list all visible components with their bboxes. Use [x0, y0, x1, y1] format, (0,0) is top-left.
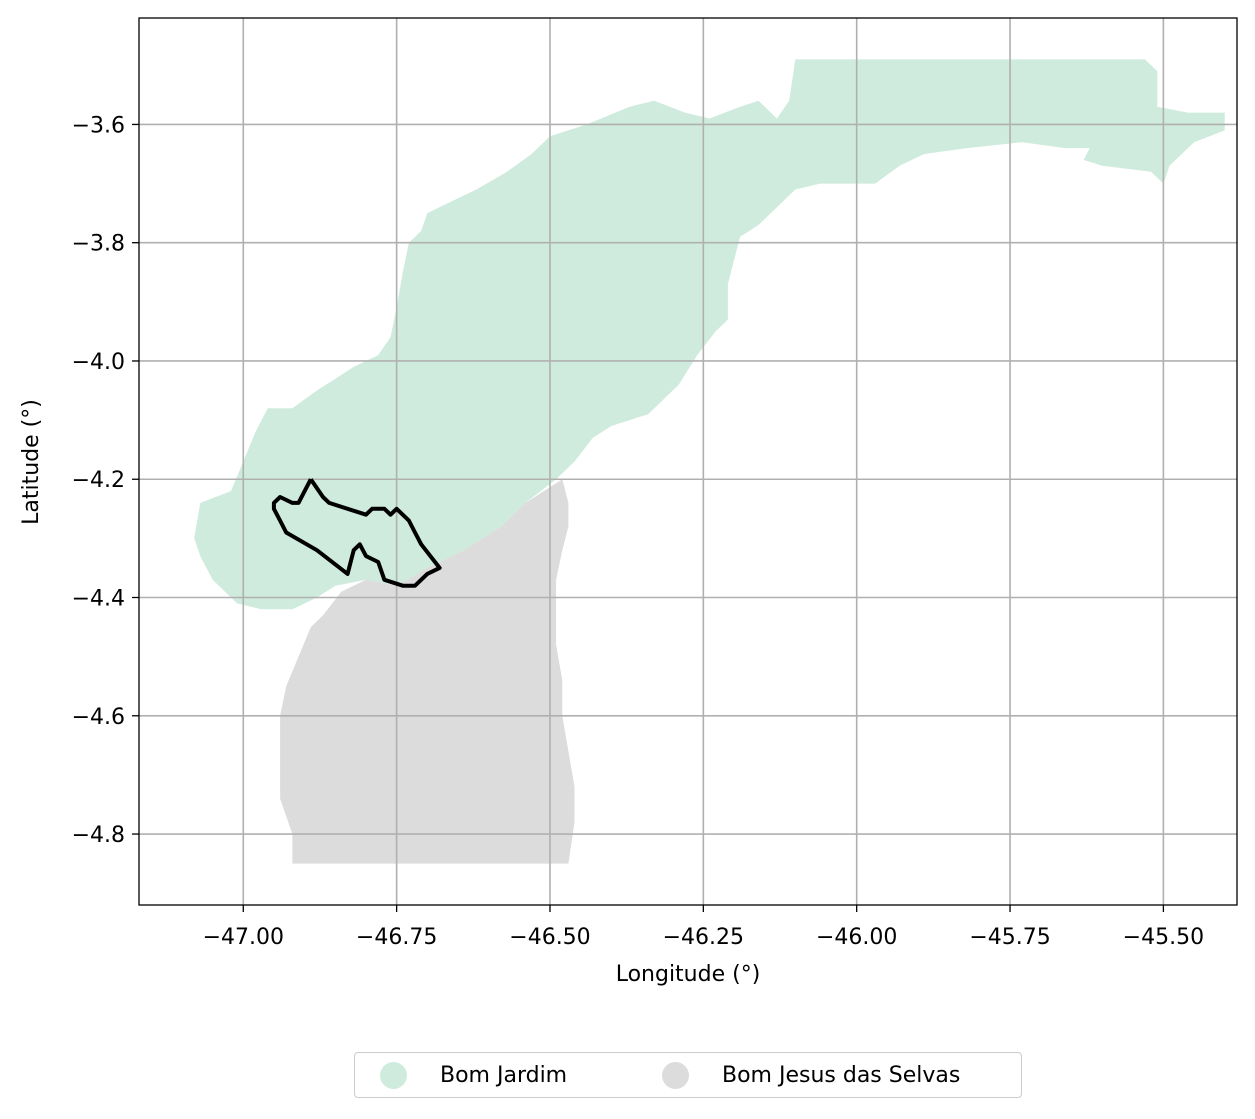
legend: Bom Jardim Bom Jesus das Selvas: [354, 1052, 1022, 1098]
y-tick-label: −4.2: [72, 468, 125, 493]
x-tick-label: −46.00: [816, 925, 897, 950]
x-tick-label: −45.50: [1123, 925, 1204, 950]
x-tick-label: −46.25: [663, 925, 744, 950]
x-axis-label: Longitude (°): [616, 962, 761, 987]
y-tick-label: −3.8: [72, 232, 125, 257]
legend-swatch-bom-jesus-das-selvas: [662, 1061, 689, 1089]
legend-label-bom-jardim: Bom Jardim: [440, 1062, 568, 1088]
x-axis-ticks: −47.00 −46.75 −46.50 −46.25 −46.00 −45.75 −45.…: [203, 905, 1204, 950]
x-tick-label: −46.75: [356, 925, 437, 950]
y-tick-label: −4.0: [72, 350, 125, 375]
x-tick-label: −46.50: [509, 925, 590, 950]
area-outline: [271, 478, 442, 588]
regions-layer: [194, 59, 1225, 864]
grid-layer: [139, 18, 1237, 905]
y-tick-label: −4.4: [72, 587, 125, 612]
y-tick-label: −3.6: [72, 113, 125, 138]
x-tick-label: −45.75: [969, 925, 1050, 950]
legend-swatch-bom-jardim: [380, 1061, 407, 1089]
x-tick-label: −47.00: [203, 925, 284, 950]
y-axis-ticks: −3.6 −3.8 −4.0 −4.2 −4.4 −4.6 −4.8: [72, 113, 139, 848]
y-tick-label: −4.6: [72, 705, 125, 730]
region-bom-jesus-das-selvas: [280, 479, 575, 864]
outline-layer: [271, 478, 442, 588]
region-bom-jardim: [194, 59, 1225, 610]
y-axis-label: Latitude (°): [19, 399, 44, 525]
y-tick-label: −4.8: [72, 823, 125, 848]
legend-item-bom-jardim: Bom Jardim: [380, 1053, 567, 1097]
legend-item-bom-jesus-das-selvas: Bom Jesus das Selvas: [662, 1053, 960, 1097]
legend-label-bom-jesus-das-selvas: Bom Jesus das Selvas: [722, 1062, 961, 1088]
plot-frame: [138, 17, 1238, 906]
